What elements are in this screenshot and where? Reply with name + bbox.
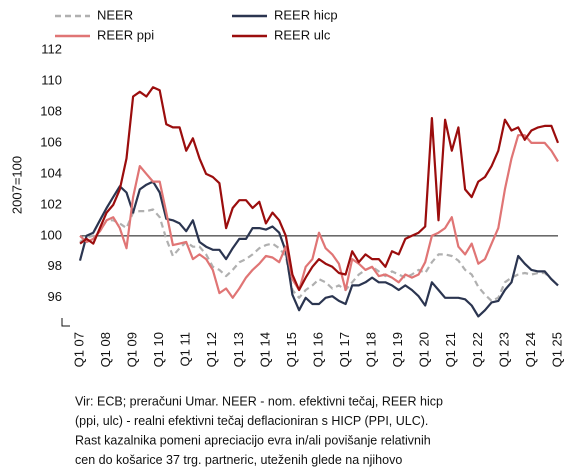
x-tick-label: Q1 17 [337,332,352,367]
x-tick-label: Q1 23 [496,332,511,367]
series-line [79,134,559,299]
x-tick-label: Q1 07 [71,332,86,367]
x-tick-label: Q1 16 [310,332,325,367]
note-line: Vir: ECB; preračuni Umar. NEER - nom. ef… [75,394,443,408]
y-axis-label: 2007=100 [9,156,24,214]
y-tick-label: 104 [40,165,62,180]
x-tick-label: Q1 22 [470,332,485,367]
y-tick-label: 112 [41,41,62,56]
series-line [79,208,559,302]
x-tick-label: Q1 21 [443,332,458,367]
x-tick-label: Q1 18 [364,332,379,367]
y-tick-label: 98 [48,258,62,273]
x-tick-label: Q1 12 [204,332,219,367]
x-tick-label: Q1 08 [98,332,113,367]
note-line: cen do košarice 37 trg. partneric, uteže… [75,453,402,467]
y-tick-label: 108 [40,103,62,118]
series-line [78,180,559,318]
x-tick-label: Q1 19 [390,332,405,367]
legend-label: REER ulc [274,27,331,42]
x-tick-label: Q1 24 [523,332,538,367]
x-tick-label: Q1 14 [257,332,272,367]
x-tick-label: Q1 25 [549,332,564,367]
y-tick-label: 100 [40,227,62,242]
x-tick-label: Q1 11 [178,332,193,366]
y-tick-label: 102 [40,196,62,211]
x-tick-label: Q1 13 [231,332,246,367]
x-tick-label: Q1 09 [125,332,140,367]
y-tick-label: 96 [48,289,62,304]
y-tick-label: 110 [41,72,62,87]
legend-label: NEER [97,7,133,22]
x-tick-label: Q1 20 [417,332,432,367]
axis-break [61,318,70,327]
x-tick-label: Q1 15 [284,332,299,367]
note-line: (ppi, ulc) - realni efektivni tečaj defl… [75,414,428,428]
y-tick-label: 106 [40,134,62,149]
legend-label: REER ppi [97,27,154,42]
legend-label: REER hicp [274,7,338,22]
note-line: Rast kazalnika pomeni apreciacijo evra i… [75,433,431,447]
series-line [79,86,560,292]
x-tick-label: Q1 10 [151,332,166,367]
